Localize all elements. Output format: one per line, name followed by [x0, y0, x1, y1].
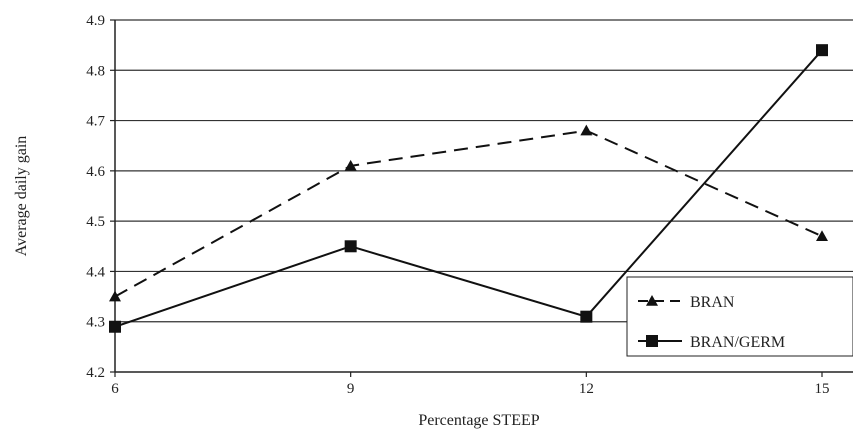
data-point — [580, 124, 593, 136]
series-line — [114, 129, 823, 298]
series — [109, 44, 828, 333]
y-tick-label: 4.9 — [86, 13, 105, 29]
legend-box — [626, 276, 853, 357]
series-line — [114, 49, 823, 328]
y-tick-label: 4.2 — [86, 365, 105, 381]
data-point — [344, 240, 357, 253]
data-point — [344, 159, 357, 171]
legend-marker — [646, 335, 658, 347]
x-tick-label: 6 — [111, 381, 119, 397]
y-tick-label: 4.3 — [86, 315, 105, 331]
gridlines — [110, 19, 853, 373]
legend-item: BRAN/GERM — [638, 334, 785, 351]
series-1 — [109, 124, 828, 302]
data-point — [816, 230, 828, 242]
legend-items: BRAN BRAN/GERM — [638, 294, 785, 351]
legend: BRAN BRAN/GERM — [626, 276, 853, 357]
y-tick-label: 4.4 — [86, 264, 105, 280]
axes — [114, 20, 853, 373]
x-tick-label: 12 — [579, 381, 594, 397]
x-axis-title: Percentage STEEP — [418, 412, 539, 429]
x-tick-label: 15 — [815, 381, 830, 397]
data-point — [109, 290, 121, 302]
y-tick-label: 4.8 — [86, 63, 105, 79]
y-tick-label: 4.6 — [86, 164, 105, 180]
y-tick-label: 4.7 — [86, 114, 105, 130]
legend-marker — [646, 295, 658, 306]
data-point — [580, 310, 593, 323]
y-axis-title: Average daily gain — [13, 136, 30, 257]
y-tick-labels: 4.2 4.3 4.4 4.5 4.6 4.7 4.8 4.9 — [86, 13, 105, 381]
legend-item: BRAN — [638, 294, 735, 311]
x-tick-label: 9 — [347, 381, 355, 397]
data-point — [816, 44, 828, 57]
legend-label: BRAN/GERM — [690, 334, 785, 351]
data-point — [109, 320, 121, 333]
y-tick-label: 4.5 — [86, 214, 105, 230]
legend-label: BRAN — [690, 294, 735, 311]
x-tick-labels: 6 9 12 15 — [111, 372, 830, 397]
series-2 — [109, 44, 828, 333]
